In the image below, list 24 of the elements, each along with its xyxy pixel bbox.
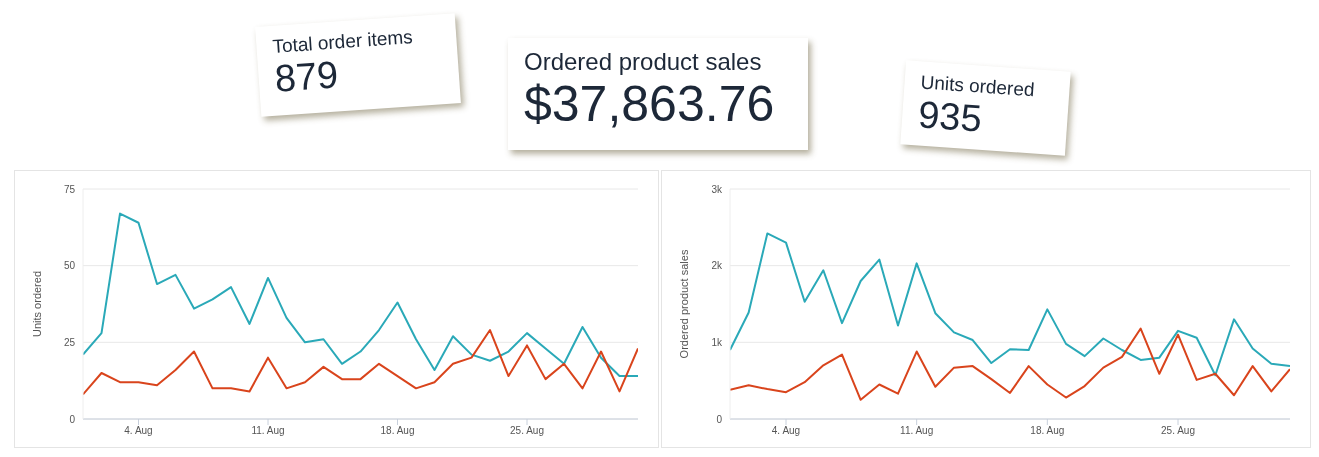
line-series	[730, 327, 1290, 401]
y-axis-title: Ordered product sales	[677, 249, 690, 359]
line-series	[83, 212, 638, 378]
y-tick-label: 0	[69, 413, 76, 425]
y-tick-label: 75	[63, 183, 76, 195]
x-tick-label: 25. Aug	[1161, 425, 1195, 437]
y-tick-label: 1k	[711, 336, 723, 348]
y-axis-title: Units ordered	[30, 270, 43, 338]
y-tick-label: 3k	[711, 183, 723, 195]
y-tick-label: 50	[63, 260, 76, 272]
line-series	[730, 232, 1290, 377]
x-tick-label: 4. Aug	[771, 425, 801, 437]
text: $37,863.76	[524, 76, 776, 134]
x-tick-label: 11. Aug	[900, 425, 934, 437]
x-tick-label: 18. Aug	[380, 425, 415, 437]
x-tick-label: 25. Aug	[510, 425, 544, 437]
line-series	[83, 329, 638, 396]
y-tick-label: 0	[716, 413, 723, 425]
x-tick-label: 4. Aug	[124, 425, 153, 437]
text: Ordered product sales	[524, 48, 763, 76]
y-tick-label: 25	[63, 336, 76, 348]
y-tick-label: 2k	[711, 260, 723, 272]
x-tick-label: 18. Aug	[1030, 425, 1065, 437]
x-tick-label: 11. Aug	[251, 425, 285, 437]
